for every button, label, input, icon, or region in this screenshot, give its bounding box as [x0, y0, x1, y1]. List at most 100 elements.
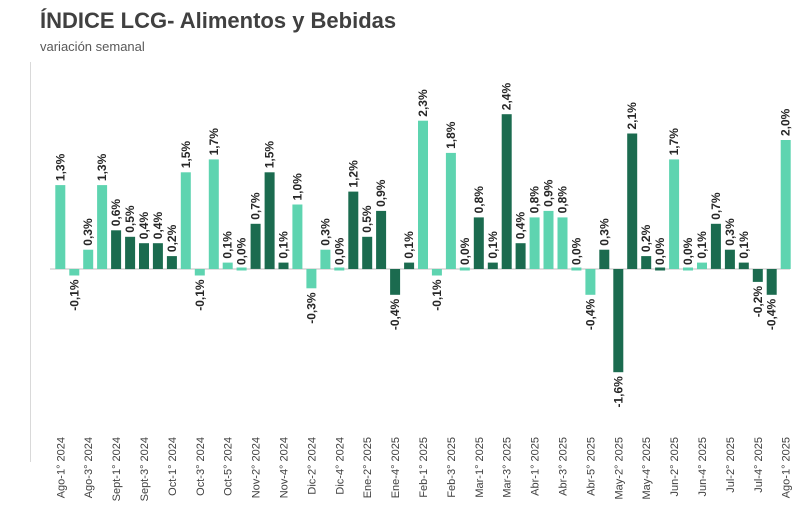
- bar-11: [208, 159, 219, 269]
- bar-28: [445, 152, 456, 269]
- data-label-39: 0,3%: [597, 218, 611, 246]
- tick-label-32: Mar-3° 2025: [502, 437, 514, 498]
- data-label-15: 1,5%: [263, 141, 277, 169]
- tick-label-16: Nov-4° 2024: [279, 437, 291, 498]
- data-label-38: -0,4%: [583, 298, 597, 330]
- tick-label-22: Ene-2° 2025: [362, 437, 374, 498]
- bar-12: [222, 262, 233, 270]
- data-label-20: 0,0%: [332, 237, 346, 265]
- bar-14: [250, 223, 261, 269]
- data-label-22: 0,5%: [360, 205, 374, 233]
- data-label-25: 0,1%: [402, 231, 416, 259]
- left-border-line: [30, 62, 31, 462]
- bar-26: [418, 120, 428, 269]
- tick-label-6: Sept-3° 2024: [139, 437, 151, 501]
- tick-label-52: Ago-1° 2025: [781, 437, 793, 498]
- bar-32: [501, 114, 512, 269]
- data-label-35: 0,9%: [542, 179, 556, 207]
- bar-19: [320, 249, 331, 269]
- data-label-32: 2,4%: [500, 83, 514, 111]
- bar-7: [152, 243, 163, 269]
- data-label-28: 1,8%: [444, 121, 458, 149]
- data-label-19: 0,3%: [318, 218, 332, 246]
- bar-39: [599, 249, 610, 269]
- data-label-1: -0,1%: [67, 279, 81, 311]
- data-label-52: 2,0%: [779, 108, 793, 136]
- tick-label-46: Jun-4° 2025: [697, 437, 709, 496]
- data-label-24: -0,4%: [388, 298, 402, 330]
- bar-43: [655, 267, 666, 271]
- data-label-31: 0,1%: [486, 231, 500, 259]
- bar-20: [334, 267, 345, 271]
- data-label-30: 0,8%: [472, 186, 486, 214]
- data-label-17: 1,0%: [290, 173, 304, 201]
- data-label-3: 1,3%: [95, 153, 109, 181]
- bar-16: [278, 262, 289, 270]
- tick-label-38: Abr-5° 2025: [585, 437, 597, 496]
- data-label-2: 0,3%: [81, 218, 95, 246]
- bar-31: [487, 262, 498, 270]
- bar-51: [766, 269, 777, 295]
- data-label-26: 2,3%: [416, 89, 430, 117]
- chart-subtitle: variación semanal: [40, 39, 145, 54]
- tick-label-20: Dic-4° 2024: [334, 437, 346, 495]
- data-label-47: 0,7%: [709, 192, 723, 220]
- tick-label-30: Mar-1° 2025: [474, 437, 486, 498]
- data-label-12: 0,1%: [221, 231, 235, 259]
- bar-47: [710, 223, 721, 269]
- data-label-10: -0,1%: [193, 279, 207, 311]
- bar-3: [97, 185, 108, 269]
- bar-34: [529, 217, 540, 269]
- bar-5: [125, 236, 136, 270]
- data-label-49: 0,1%: [737, 231, 751, 259]
- data-label-44: 1,7%: [667, 128, 681, 156]
- bar-33: [515, 243, 526, 269]
- bar-25: [404, 262, 415, 270]
- bar-37: [571, 267, 582, 271]
- bar-48: [724, 249, 735, 269]
- bar-23: [376, 210, 387, 269]
- data-label-36: 0,8%: [556, 186, 570, 214]
- data-label-7: 0,4%: [151, 212, 165, 240]
- data-label-13: 0,0%: [235, 237, 249, 265]
- bar-21: [348, 191, 359, 269]
- bar-15: [264, 172, 275, 270]
- tick-label-2: Ago-3° 2024: [83, 437, 95, 498]
- data-label-11: 1,7%: [207, 128, 221, 156]
- bar-2: [83, 249, 94, 269]
- tick-label-42: May-4° 2025: [641, 437, 653, 500]
- data-label-48: 0,3%: [723, 218, 737, 246]
- bar-9: [180, 172, 191, 270]
- data-label-41: 2,1%: [625, 102, 639, 130]
- bar-18: [306, 269, 317, 289]
- tick-label-24: Ene-4° 2025: [390, 437, 402, 498]
- bar-41: [627, 133, 638, 269]
- tick-label-34: Abr-1° 2025: [530, 437, 542, 496]
- data-label-51: -0,4%: [765, 298, 779, 330]
- data-label-37: 0,0%: [569, 237, 583, 265]
- data-label-29: 0,0%: [458, 237, 472, 265]
- tick-label-14: Nov-2° 2024: [251, 437, 263, 498]
- bar-6: [139, 243, 149, 269]
- data-label-16: 0,1%: [277, 231, 291, 259]
- tick-label-50: Jul-4° 2025: [753, 437, 765, 493]
- data-label-5: 0,5%: [123, 205, 137, 233]
- tick-label-48: Jul-2° 2025: [725, 437, 737, 493]
- data-label-21: 1,2%: [346, 160, 360, 188]
- data-label-6: 0,4%: [137, 212, 151, 240]
- bar-29: [459, 267, 470, 271]
- bar-36: [557, 217, 568, 269]
- data-label-40: -1,6%: [611, 376, 625, 408]
- bar-22: [362, 236, 373, 270]
- bar-40: [613, 269, 624, 373]
- bar-13: [236, 267, 247, 271]
- bar-1: [69, 269, 80, 276]
- chart-title: ÍNDICE LCG- Alimentos y Bebidas: [40, 8, 397, 33]
- data-label-9: 1,5%: [179, 141, 193, 169]
- data-label-0: 1,3%: [53, 153, 67, 181]
- data-label-46: 0,1%: [695, 231, 709, 259]
- bar-42: [641, 256, 652, 269]
- bar-38: [585, 269, 596, 295]
- data-label-23: 0,9%: [374, 179, 388, 207]
- bar-35: [543, 210, 554, 269]
